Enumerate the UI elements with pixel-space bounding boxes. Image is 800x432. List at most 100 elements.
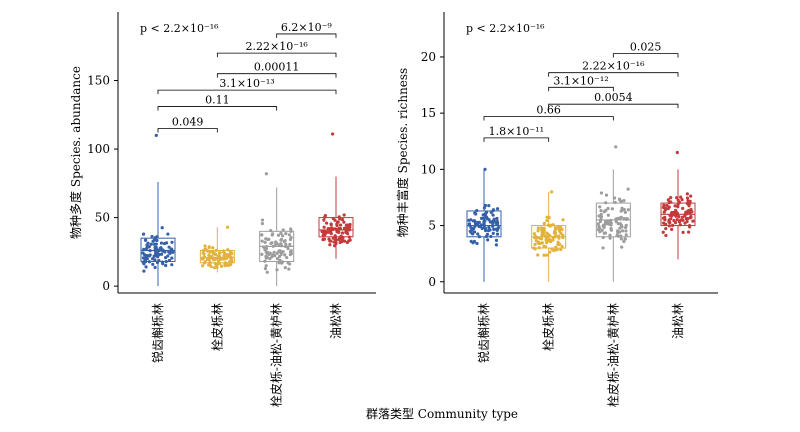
data-point — [278, 243, 282, 247]
data-point — [539, 237, 544, 241]
data-point — [554, 234, 558, 238]
data-point — [614, 220, 618, 224]
data-point — [688, 216, 693, 220]
data-point — [483, 226, 488, 230]
data-point — [537, 246, 541, 250]
data-point — [545, 218, 549, 223]
data-point — [492, 219, 497, 223]
data-point — [662, 203, 666, 207]
category-label: 栓皮栎-油松-黄栌林 — [605, 303, 620, 407]
data-point — [222, 253, 226, 258]
data-point — [151, 262, 155, 266]
data-point — [623, 210, 628, 215]
data-point — [615, 216, 620, 221]
data-point — [164, 256, 168, 260]
data-point — [342, 220, 346, 224]
data-point — [484, 215, 489, 219]
data-point — [666, 198, 670, 202]
data-point — [203, 244, 207, 248]
data-point — [145, 256, 149, 261]
data-point — [473, 211, 477, 215]
data-point — [268, 251, 272, 255]
data-point — [688, 201, 692, 205]
data-point — [347, 235, 351, 239]
data-point — [263, 240, 267, 244]
data-point — [542, 244, 546, 248]
significance-bracket — [548, 86, 614, 92]
data-point — [141, 260, 145, 264]
data-point — [260, 233, 264, 237]
significance-label: 0.049 — [172, 116, 204, 129]
data-point — [472, 230, 477, 234]
data-point — [560, 244, 564, 249]
data-point — [472, 226, 476, 231]
data-point — [624, 229, 628, 233]
data-point — [669, 196, 673, 200]
data-point — [279, 231, 283, 235]
data-point — [476, 232, 480, 236]
data-point — [322, 229, 327, 233]
data-point — [225, 253, 229, 257]
data-point — [675, 218, 679, 222]
data-point — [624, 217, 629, 221]
data-point — [551, 223, 555, 227]
data-point — [599, 208, 603, 213]
y-tick-label: 5 — [428, 219, 436, 233]
data-point — [550, 247, 554, 251]
y-tick-label: 150 — [87, 74, 110, 88]
data-point — [491, 222, 495, 226]
data-point — [683, 214, 687, 218]
data-point — [610, 207, 614, 211]
data-point — [669, 217, 673, 221]
data-point — [288, 242, 292, 247]
data-point — [536, 226, 540, 230]
data-point — [614, 145, 618, 149]
data-point — [546, 223, 550, 227]
data-point — [286, 246, 290, 251]
data-point — [333, 227, 337, 231]
significance-label: 0.00011 — [254, 61, 300, 74]
data-point — [270, 255, 274, 259]
data-point — [685, 192, 689, 196]
data-point — [608, 236, 612, 240]
data-point — [494, 243, 498, 247]
significance-label: 6.2×10⁻⁹ — [281, 21, 333, 34]
data-point — [533, 236, 537, 240]
data-point — [599, 215, 603, 219]
data-point — [222, 257, 226, 261]
data-point — [686, 230, 691, 234]
significance-bracket — [157, 89, 337, 95]
data-point — [599, 217, 603, 222]
data-point — [168, 251, 172, 255]
data-point — [336, 220, 340, 224]
data-point — [171, 250, 175, 254]
data-point — [348, 222, 352, 227]
data-point — [673, 204, 677, 208]
data-point — [624, 233, 628, 237]
richness-panel: 0 5 10 15 20 物种丰富度 Species. richness p < 2.2×1… — [395, 12, 718, 407]
data-point — [609, 221, 613, 225]
y-tick-label: 50 — [95, 211, 110, 225]
data-point — [551, 238, 555, 242]
data-point — [275, 251, 279, 255]
data-point — [344, 230, 348, 234]
data-point — [622, 239, 626, 244]
data-point — [687, 224, 692, 228]
data-point — [679, 218, 683, 222]
significance-bracket — [548, 72, 679, 77]
data-point — [487, 225, 491, 230]
data-point — [263, 247, 267, 252]
data-point — [606, 206, 610, 211]
y-axis-label: 物种多度 Species. abundance — [68, 66, 83, 239]
data-point — [163, 250, 167, 254]
data-point — [289, 229, 293, 233]
data-point — [148, 249, 152, 253]
y-tick-label: 10 — [421, 162, 436, 176]
data-point — [469, 239, 473, 244]
data-point — [495, 216, 499, 221]
y-tick-label: 20 — [421, 50, 436, 64]
data-point — [481, 213, 485, 217]
data-point — [272, 250, 276, 254]
data-point — [670, 223, 675, 227]
data-point — [551, 235, 555, 240]
